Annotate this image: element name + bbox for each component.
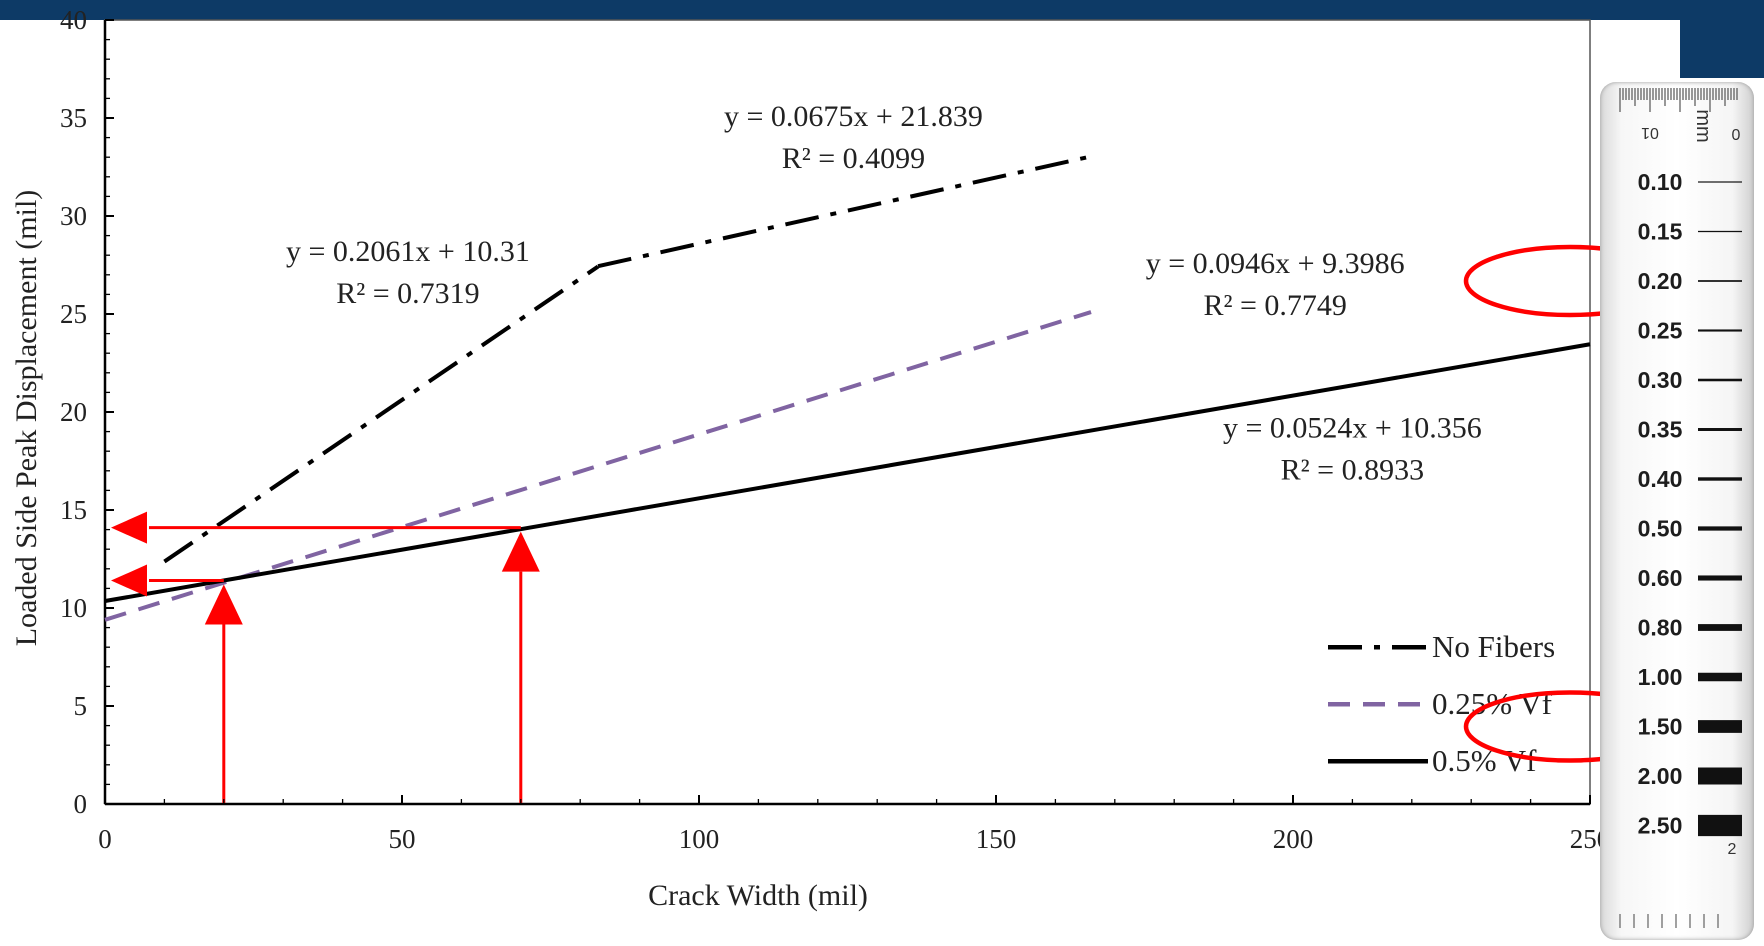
gauge-value-label: 0.25	[1638, 318, 1683, 344]
series-line-3	[104, 342, 1591, 603]
r-squared-label-3: R² = 0.7749	[1203, 289, 1346, 322]
y-axis-title: Loaded Side Peak Displacement (mil)	[10, 190, 43, 647]
gauge-value-label: 0.30	[1638, 367, 1683, 393]
equation-label-4: y = 0.0524x + 10.356	[1223, 411, 1482, 444]
gauge-scale-label: 01	[1641, 124, 1659, 141]
gauge-value-label: 2.50	[1638, 813, 1683, 839]
gauge-line-sample	[1698, 428, 1742, 431]
series-line-1	[597, 154, 1092, 269]
gauge-line-sample	[1698, 181, 1742, 183]
x-axis-title: Crack Width (mil)	[648, 879, 868, 912]
gauge-value-label: 0.10	[1638, 169, 1683, 195]
reference-arrowhead-left-1	[111, 564, 147, 597]
reference-arrowhead-left-2	[111, 511, 147, 544]
header-bar	[0, 0, 1764, 20]
gauge-line-sample	[1698, 526, 1742, 531]
x-tick-label: 0	[98, 824, 112, 854]
gauge-scale-label: 0	[1732, 127, 1741, 144]
gauge-value-label: 0.20	[1638, 268, 1683, 294]
gauge-value-label: 0.50	[1638, 516, 1683, 542]
equation-label-3: y = 0.0946x + 9.3986	[1146, 247, 1405, 280]
y-tick-label: 35	[60, 103, 87, 133]
y-tick-label: 30	[60, 201, 87, 231]
reference-arrowhead-up-2	[501, 531, 540, 572]
gauge-line-sample	[1698, 672, 1742, 682]
x-tick-label: 200	[1273, 824, 1314, 854]
equation-label-2: y = 0.0675x + 21.839	[724, 100, 983, 133]
y-tick-label: 0	[74, 789, 88, 819]
crack-width-gauge: 01 0 mm 0.10 0.15 0.20 0.25 0.30 0.35 0.40 0.50 0.6…	[1600, 82, 1754, 940]
corner-block	[1680, 0, 1764, 78]
gauge-value-label: 2.00	[1638, 763, 1683, 789]
gauge-bottom-label: 2	[1728, 841, 1737, 858]
gauge-unit-label: mm	[1692, 109, 1714, 142]
y-tick-label: 25	[60, 299, 87, 329]
gauge-value-label: 1.50	[1638, 714, 1683, 740]
r-squared-label-1: R² = 0.7319	[336, 277, 479, 310]
gauge-line-sample	[1698, 624, 1742, 631]
gauge-value-label: 0.80	[1638, 615, 1683, 641]
gauge-line-sample	[1698, 230, 1742, 233]
y-tick-label: 5	[74, 691, 88, 721]
r-squared-label-4: R² = 0.8933	[1281, 453, 1424, 486]
gauge-line-sample	[1698, 720, 1742, 733]
gauge-line-sample	[1698, 814, 1742, 837]
y-tick-label: 15	[60, 495, 87, 525]
y-tick-label: 20	[60, 397, 87, 427]
gauge-line-sample	[1698, 280, 1742, 282]
gauge-line-sample	[1698, 378, 1742, 382]
legend-label-1: No Fibers	[1432, 629, 1555, 664]
gauge-value-label: 0.15	[1638, 219, 1683, 245]
x-tick-label: 150	[976, 824, 1017, 854]
series-line-2	[104, 310, 1092, 622]
r-squared-label-2: R² = 0.4099	[782, 142, 925, 175]
y-tick-label: 10	[60, 593, 87, 623]
gauge-line-sample	[1698, 767, 1742, 785]
gauge-value-label: 0.40	[1638, 466, 1683, 492]
gauge-value-label: 1.00	[1638, 664, 1683, 690]
equation-label-1: y = 0.2061x + 10.31	[286, 235, 530, 268]
gauge-line-sample	[1698, 575, 1742, 581]
gauge-value-label: 0.35	[1638, 417, 1683, 443]
gauge-value-label: 0.60	[1638, 565, 1683, 591]
gauge-line-sample	[1698, 477, 1742, 481]
y-tick-label: 40	[60, 5, 87, 35]
reference-arrowhead-up-1	[204, 584, 243, 625]
gauge-line-sample	[1698, 329, 1742, 332]
legend-label-3: 0.5% Vf	[1432, 743, 1537, 778]
x-tick-label: 50	[389, 824, 416, 854]
x-tick-label: 100	[679, 824, 720, 854]
series-line-1	[163, 264, 600, 564]
